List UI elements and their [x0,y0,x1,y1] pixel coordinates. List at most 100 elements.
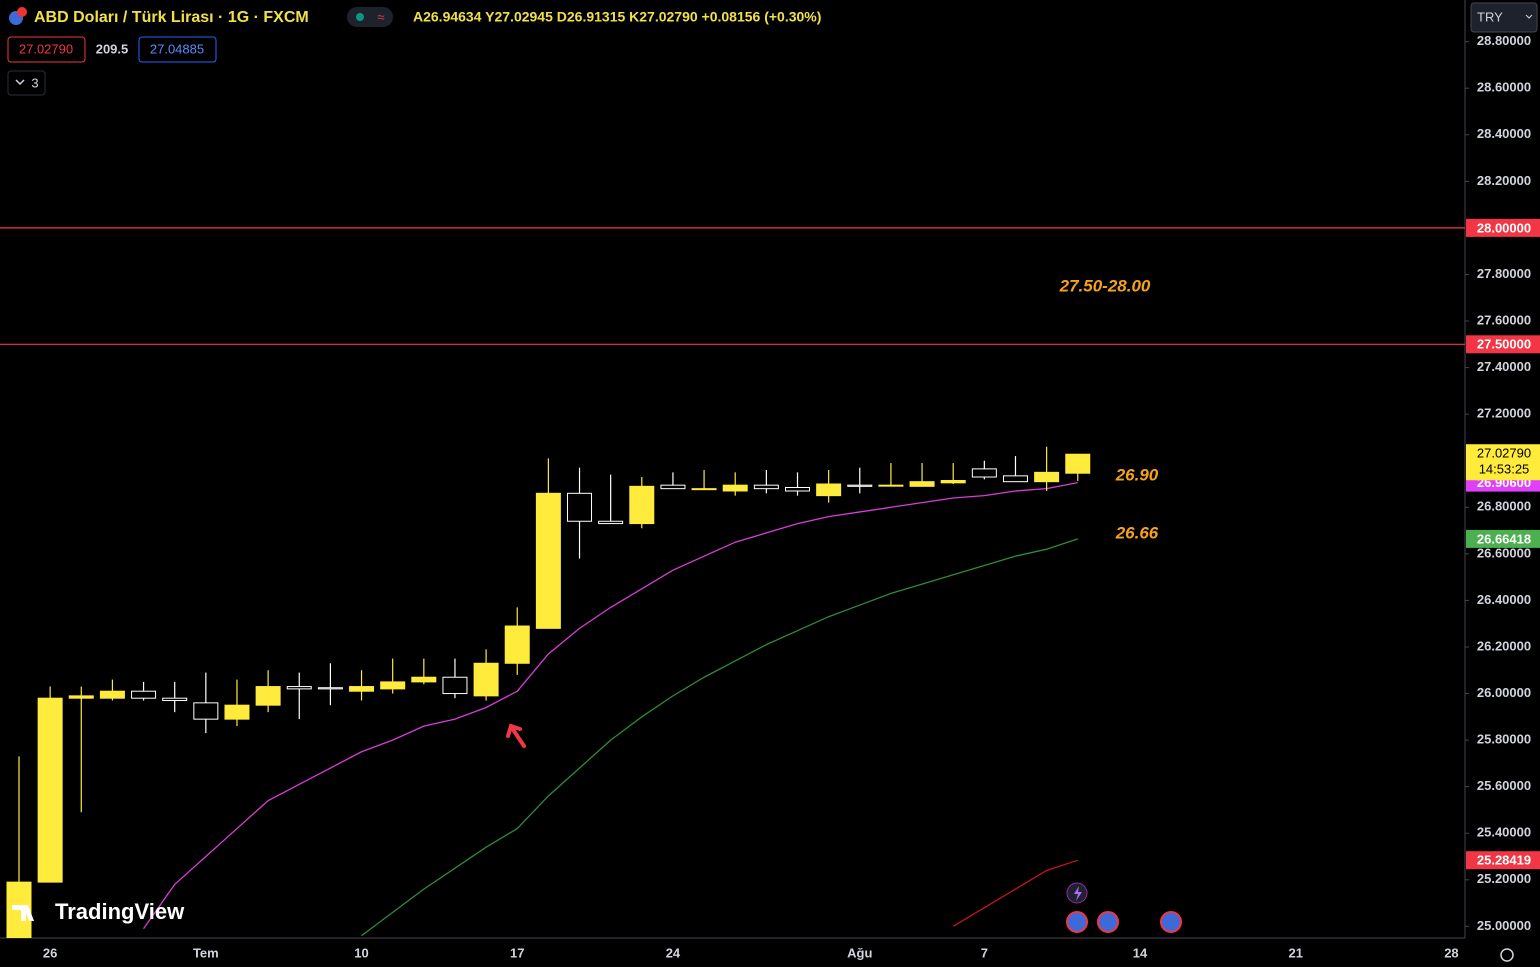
candle-body [847,484,873,487]
candle-body [317,687,343,690]
y-tick-label: 28.20000 [1477,173,1531,188]
x-tick-label: 17 [510,945,524,960]
price-badge-label: 25.28419 [1477,853,1531,868]
moving-average [952,859,1078,927]
event-flag[interactable] [1066,911,1088,933]
price-badge [1466,335,1540,354]
candle-body [535,492,561,629]
settings-icon[interactable] [1500,948,1514,962]
candle-body [473,662,499,697]
candle-body [753,484,779,490]
y-tick-label: 27.80000 [1477,266,1531,281]
candle-body [162,697,188,702]
candle-body [349,686,375,692]
candle-body [940,480,966,484]
candle-body [722,484,748,492]
x-tick-label: 7 [981,945,988,960]
chevron [15,79,25,86]
candle-body [567,492,593,522]
status-pill [347,7,393,27]
candle-body [1065,453,1091,474]
market-status [356,13,364,21]
price-badge-label: 28.00000 [1477,220,1531,235]
price-badge [1466,529,1540,548]
y-tick-label: 28.60000 [1477,80,1531,95]
y-tick-label: 26.80000 [1477,499,1531,514]
y-tick-label: 26.60000 [1477,545,1531,560]
x-tick-label: 21 [1289,945,1303,960]
status-icon: ≈ [377,9,384,24]
annotation: 26.66 [1115,523,1159,542]
spread: 209.5 [96,41,129,56]
y-tick-label: 28.40000 [1477,126,1531,141]
candle-body [629,485,655,525]
candle-body [909,481,935,487]
y-tick-label: 27.60000 [1477,312,1531,327]
annotation: 27.50-28.00 [1059,276,1151,295]
x-tick-label: 26 [43,945,57,960]
lightning [1074,886,1082,901]
x-tick-label: 28 [1444,945,1458,960]
candle-body [504,625,530,664]
ask-box[interactable] [138,36,217,63]
moving-average [361,538,1078,937]
indicator-toggle[interactable] [7,70,46,96]
y-tick-label: 25.20000 [1477,871,1531,886]
y-tick-label: 26.20000 [1477,638,1531,653]
candle-body [785,486,810,492]
price-badge-label: 27.50000 [1477,337,1531,352]
event-flag[interactable] [1097,911,1119,933]
candle-body [224,704,250,720]
event-flag[interactable] [1160,911,1182,933]
indicator-count: 3 [31,75,38,90]
price-badge [1466,851,1540,870]
last-price-badge [1466,444,1540,481]
y-tick-label: 26.00000 [1477,685,1531,700]
y-tick-label: 25.60000 [1477,778,1531,793]
annotation: 26.90 [1115,465,1159,484]
plot-area [0,227,1465,938]
candle-body [37,697,63,883]
candle-body [380,681,406,690]
x-tick-label: Ağu [847,945,872,960]
x-tick-label: 14 [1133,945,1148,960]
candle-body [598,520,624,525]
price-badge [1466,218,1540,237]
candle-body [193,702,219,720]
price-badge-label: 26.66418 [1477,531,1531,546]
x-tick-label: 24 [666,945,681,960]
candle-body [99,690,125,699]
logo-mark [12,905,34,921]
logo-text: TradingView [55,899,185,924]
candle-body [1002,475,1028,483]
candle-body [68,695,94,699]
candle-body [442,676,468,695]
bid-price: 27.02790 [19,41,73,56]
candle-body [255,686,281,706]
candle-body [878,484,904,487]
candle-body [1034,471,1060,483]
candle-body [286,686,312,690]
y-tick-label: 28.80000 [1477,33,1531,48]
candle-body [660,484,686,490]
candle-body [691,488,717,491]
y-tick-label: 27.20000 [1477,406,1531,421]
y-tick-label: 25.40000 [1477,825,1531,840]
arrow [506,723,526,748]
last-price: 27.02790 [1477,446,1531,461]
moving-average [143,481,1078,930]
y-tick-label: 27.40000 [1477,359,1531,374]
bid-box[interactable] [7,36,86,63]
x-tick-label: Tem [193,945,219,960]
symbol-title: ABD Doları / Türk Lirası · 1G · FXCM [34,9,309,26]
symbol-icon-flag [17,7,27,17]
y-tick-label: 25.00000 [1477,918,1531,933]
candle-body [411,676,437,683]
ohlc-legend: A26.94634 Y27.02945 D26.91315 K27.02790 … [413,9,821,25]
ask-price: 27.04885 [150,41,204,56]
candle-body [816,483,842,497]
currency-select[interactable] [1470,2,1538,33]
